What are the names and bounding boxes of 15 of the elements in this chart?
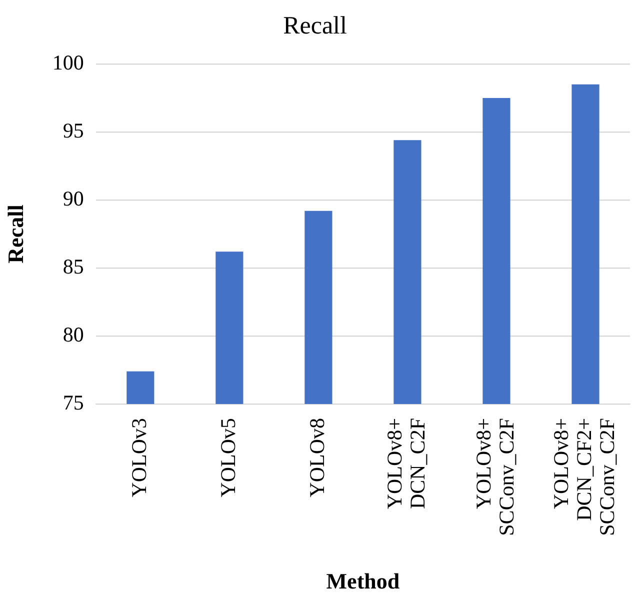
y-tick-label: 95 (62, 118, 84, 143)
y-tick-label: 100 (52, 50, 84, 75)
x-tick-label: YOLOv8+ DCN_CF2+ SCConv_C2F (549, 418, 620, 536)
x-tick-label: YOLOv8 (304, 418, 329, 498)
y-axis-title: Recall (2, 204, 28, 264)
y-tick-label: 85 (62, 254, 84, 279)
y-tick-label: 90 (62, 186, 84, 211)
x-tick-label: YOLOv5 (216, 418, 240, 498)
x-tick-label: YOLOv3 (126, 418, 151, 498)
x-tick-label: YOLOv8+ DCN_C2F (382, 418, 430, 510)
y-tick-label: 80 (62, 322, 84, 347)
x-tick-label: YOLOv8+ SCConv_C2F (471, 418, 518, 536)
x-axis-title: Method (326, 568, 400, 594)
y-tick-label: 75 (62, 390, 84, 415)
chart-title: Recall (283, 12, 347, 40)
